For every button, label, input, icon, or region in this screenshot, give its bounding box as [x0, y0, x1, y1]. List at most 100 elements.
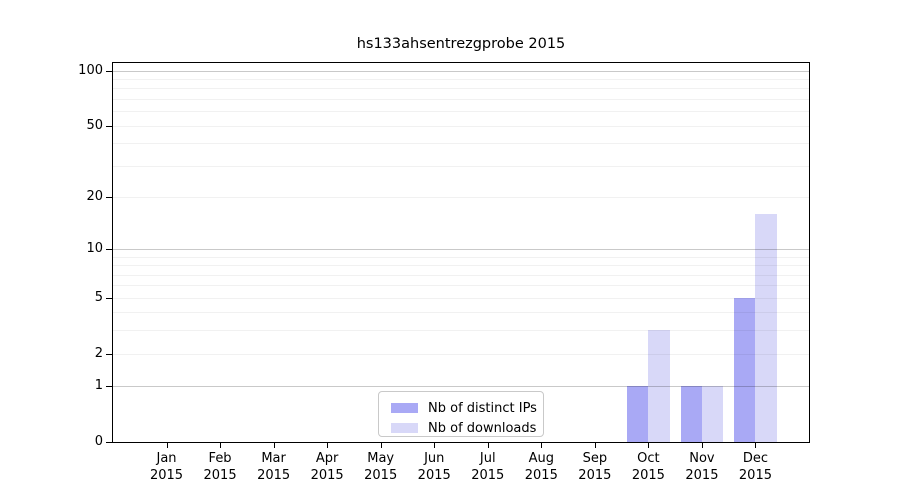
x-tick-month: May — [367, 451, 395, 466]
x-tick-label: Jul 2015 — [456, 450, 520, 484]
y-gridline-minor — [113, 88, 809, 90]
y-gridline-minor — [113, 265, 809, 267]
y-gridline-minor — [113, 353, 809, 355]
x-tick — [541, 443, 543, 448]
y-tick-label: 100 — [78, 62, 103, 78]
x-tick-year: 2015 — [203, 468, 237, 483]
x-tick — [755, 443, 757, 448]
x-tick-month: Sep — [582, 451, 608, 466]
x-tick — [273, 443, 275, 448]
x-tick-label: Jun 2015 — [402, 450, 466, 484]
x-tick-label: May 2015 — [349, 450, 413, 484]
y-tick — [106, 248, 112, 250]
x-tick-year: 2015 — [578, 468, 612, 483]
y-gridline-minor — [113, 125, 809, 127]
legend-swatch-distinct-ips — [391, 403, 418, 413]
x-tick-year: 2015 — [149, 468, 184, 483]
bar-oct-distinct-ips — [626, 386, 649, 442]
bar-nov-distinct-ips — [680, 386, 702, 442]
x-tick-label: Nov 2015 — [670, 450, 734, 484]
x-tick-month: Apr — [315, 451, 339, 466]
grid-layer — [113, 63, 809, 442]
x-tick-month: Feb — [208, 451, 232, 466]
y-tick-label: 10 — [86, 240, 103, 256]
bar-nov-downloads — [701, 386, 724, 442]
x-tick-label: Dec 2015 — [723, 450, 787, 484]
x-tick-year: 2015 — [257, 468, 291, 483]
y-gridline-minor — [113, 196, 809, 198]
legend-swatch-downloads — [391, 423, 418, 433]
x-tick-label: Jan 2015 — [135, 450, 199, 484]
x-tick-year: 2015 — [631, 468, 665, 483]
x-tick-label: Aug 2015 — [509, 450, 573, 484]
x-tick-year: 2015 — [417, 468, 451, 483]
bar-dec-downloads — [755, 213, 777, 442]
x-tick-month: Oct — [637, 451, 660, 466]
x-tick-month: Jul — [479, 451, 496, 466]
y-gridline-minor — [113, 297, 809, 299]
x-tick-month: Jun — [424, 451, 445, 466]
legend-item-downloads: Nb of downloads — [391, 418, 543, 438]
y-gridline-minor — [113, 285, 809, 287]
y-gridline-major — [113, 70, 809, 72]
y-gridline-minor — [113, 330, 809, 332]
y-gridline-major — [113, 248, 809, 250]
y-tick — [106, 442, 112, 443]
x-tick — [594, 443, 596, 448]
x-tick — [648, 443, 650, 448]
x-tick-label: Feb 2015 — [188, 450, 252, 484]
x-tick-year: 2015 — [310, 468, 344, 483]
x-tick-label: Sep 2015 — [563, 450, 627, 484]
y-tick-label: 0 — [94, 434, 103, 449]
y-tick — [106, 196, 112, 198]
x-tick-year: 2015 — [364, 468, 398, 483]
y-tick — [106, 297, 112, 299]
legend-label-distinct-ips: Nb of distinct IPs — [428, 400, 537, 416]
x-tick-year: 2015 — [685, 468, 719, 483]
y-gridline-minor — [113, 274, 809, 276]
chart-title: hs133ahsentrezgprobe 2015 — [356, 36, 566, 52]
x-tick — [380, 443, 382, 448]
x-tick-month: Dec — [742, 451, 769, 466]
y-gridline-minor — [113, 78, 809, 80]
bar-dec-distinct-ips — [734, 297, 756, 442]
x-tick-year: 2015 — [524, 468, 558, 483]
y-gridline-minor — [113, 312, 809, 314]
plot-area — [112, 62, 810, 443]
legend-item-distinct-ips: Nb of distinct IPs — [391, 398, 543, 418]
x-tick — [220, 443, 222, 448]
y-tick-label: 1 — [94, 378, 103, 394]
x-tick — [166, 443, 168, 448]
y-tick-label: 50 — [86, 117, 103, 133]
y-tick-label: 2 — [94, 345, 103, 361]
x-tick-month: Aug — [528, 451, 554, 466]
x-tick — [327, 443, 329, 448]
y-tick-label: 5 — [94, 289, 103, 305]
y-tick-label: 20 — [86, 188, 103, 204]
x-tick-year: 2015 — [738, 468, 772, 483]
x-tick-year: 2015 — [471, 468, 505, 483]
legend-label-downloads: Nb of downloads — [428, 420, 537, 436]
y-tick — [106, 386, 112, 388]
y-tick — [106, 125, 112, 127]
y-tick — [106, 353, 112, 355]
legend: Nb of distinct IPs Nb of downloads — [378, 391, 544, 437]
y-gridline-minor — [113, 111, 809, 113]
x-tick-month: Nov — [689, 451, 715, 466]
y-gridline-major — [113, 386, 809, 388]
y-tick — [106, 70, 112, 72]
x-tick-month: Mar — [261, 451, 286, 466]
x-tick-month: Jan — [156, 451, 177, 466]
y-gridline-minor — [113, 143, 809, 145]
x-tick — [434, 443, 436, 448]
bars-layer — [113, 63, 809, 442]
x-tick-label: Apr 2015 — [295, 450, 359, 484]
x-tick-label: Oct 2015 — [616, 450, 680, 484]
y-gridline-minor — [113, 165, 809, 167]
y-gridline-minor — [113, 98, 809, 100]
x-tick — [701, 443, 703, 448]
bar-oct-downloads — [648, 330, 670, 442]
x-tick-label: Mar 2015 — [242, 450, 306, 484]
x-tick — [487, 443, 489, 448]
